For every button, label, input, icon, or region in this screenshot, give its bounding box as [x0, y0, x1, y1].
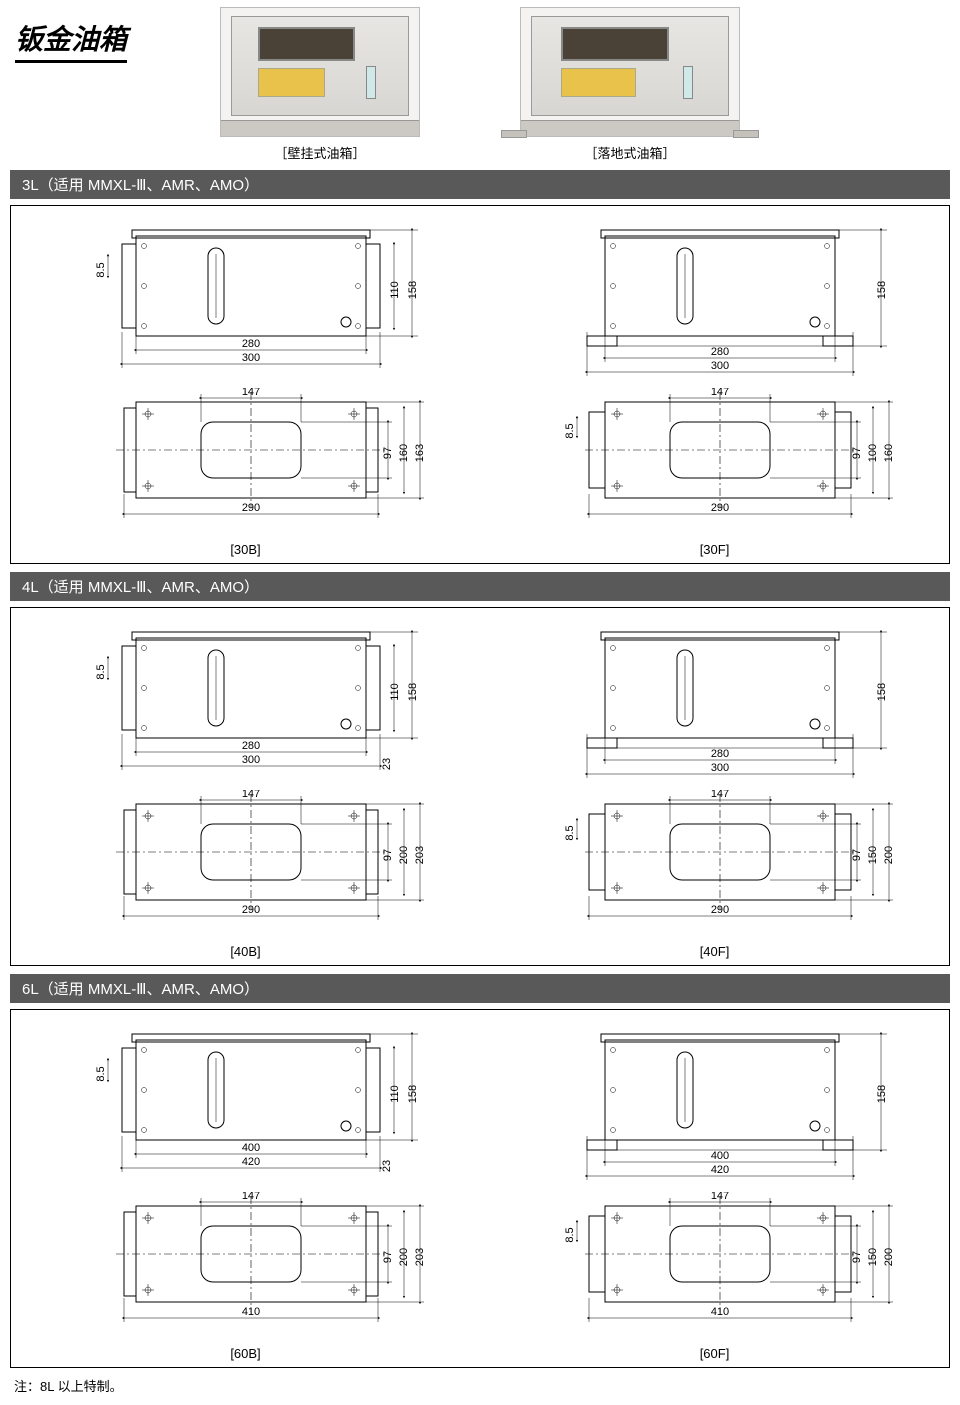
svg-text:290: 290	[241, 904, 259, 916]
diagram-frame-1: 8.5 110 158 280 300 23 147 97 200 203 290 [40B] 158 2…	[10, 607, 950, 966]
svg-text:300: 300	[710, 762, 728, 774]
svg-text:280: 280	[241, 740, 259, 752]
svg-text:160: 160	[883, 444, 895, 462]
svg-text:420: 420	[710, 1164, 728, 1176]
svg-text:8.5: 8.5	[95, 664, 107, 679]
svg-text:200: 200	[883, 1248, 895, 1266]
svg-text:100: 100	[867, 444, 879, 462]
svg-text:300: 300	[241, 754, 259, 766]
svg-text:23: 23	[381, 1160, 393, 1172]
svg-text:147: 147	[710, 1192, 728, 1202]
svg-text:158: 158	[407, 1085, 419, 1103]
svg-text:200: 200	[398, 1248, 410, 1266]
svg-text:163: 163	[414, 444, 426, 462]
diagram-cell-right-1: 158 280 300 8.5 147 97 150 200 290 [40F]	[490, 620, 939, 959]
svg-text:8.5: 8.5	[564, 423, 576, 438]
svg-text:280: 280	[710, 748, 728, 760]
photo-floor-mount: ［落地式油箱］	[520, 7, 740, 162]
svg-text:410: 410	[241, 1306, 259, 1318]
page-title: 钣金油箱	[15, 18, 127, 63]
svg-text:200: 200	[398, 846, 410, 864]
svg-text:110: 110	[389, 281, 401, 299]
svg-text:8.5: 8.5	[564, 825, 576, 840]
svg-text:400: 400	[710, 1150, 728, 1162]
svg-text:8.5: 8.5	[564, 1227, 576, 1242]
svg-text:97: 97	[851, 849, 863, 861]
svg-text:300: 300	[241, 352, 259, 364]
section-bar-2: 6L（适用 MMXL-Ⅲ、AMR、AMO）	[10, 974, 950, 1003]
svg-text:160: 160	[398, 444, 410, 462]
svg-text:203: 203	[414, 1248, 426, 1266]
diagram-cell-left-2: 8.5 110 158 400 420 23 147 97 200 203 410 [60B]	[21, 1022, 470, 1361]
svg-text:97: 97	[851, 447, 863, 459]
svg-text:280: 280	[241, 338, 259, 350]
svg-text:150: 150	[867, 846, 879, 864]
svg-text:110: 110	[389, 1085, 401, 1103]
photo-caption-floor: ［落地式油箱］	[520, 143, 740, 162]
model-label-right-1: [40F]	[700, 944, 730, 959]
svg-text:203: 203	[414, 846, 426, 864]
svg-text:150: 150	[867, 1248, 879, 1266]
photo-wall-mount: ［壁挂式油箱］	[220, 7, 420, 162]
svg-text:200: 200	[883, 846, 895, 864]
diagram-cell-right-2: 158 400 420 8.5 147 97 150 200 410 [60F]	[490, 1022, 939, 1361]
svg-text:280: 280	[710, 346, 728, 358]
svg-text:97: 97	[851, 1251, 863, 1263]
model-label-right-2: [60F]	[700, 1346, 730, 1361]
svg-text:290: 290	[241, 502, 259, 514]
product-photos: ［壁挂式油箱］ ［落地式油箱］	[0, 7, 960, 162]
svg-text:147: 147	[710, 388, 728, 398]
svg-text:147: 147	[241, 1192, 259, 1202]
svg-text:110: 110	[389, 683, 401, 701]
model-label-left-0: [30B]	[230, 542, 260, 557]
diagram-cell-right-0: 158 280 300 8.5 147 97 100 160 290 [30F]	[490, 218, 939, 557]
svg-text:23: 23	[381, 758, 393, 770]
diagram-frame-0: 8.5 110 158 280 300 147 97 160 163 290 [30B] 158 280…	[10, 205, 950, 564]
footnote: 注：8L 以上特制。	[14, 1376, 960, 1395]
svg-text:97: 97	[382, 1251, 394, 1263]
section-bar-0: 3L（适用 MMXL-Ⅲ、AMR、AMO）	[10, 170, 950, 199]
svg-text:147: 147	[241, 790, 259, 800]
model-label-left-2: [60B]	[230, 1346, 260, 1361]
svg-text:158: 158	[876, 1085, 888, 1103]
svg-text:147: 147	[710, 790, 728, 800]
diagram-cell-left-1: 8.5 110 158 280 300 23 147 97 200 203 290 [40B]	[21, 620, 470, 959]
photo-caption-wall: ［壁挂式油箱］	[220, 143, 420, 162]
svg-text:290: 290	[710, 904, 728, 916]
svg-text:290: 290	[710, 502, 728, 514]
svg-text:147: 147	[241, 388, 259, 398]
model-label-right-0: [30F]	[700, 542, 730, 557]
svg-text:97: 97	[382, 447, 394, 459]
svg-text:410: 410	[710, 1306, 728, 1318]
model-label-left-1: [40B]	[230, 944, 260, 959]
svg-text:158: 158	[876, 683, 888, 701]
diagram-cell-left-0: 8.5 110 158 280 300 147 97 160 163 290 [30B]	[21, 218, 470, 557]
svg-text:400: 400	[241, 1142, 259, 1154]
svg-text:158: 158	[407, 281, 419, 299]
svg-text:300: 300	[710, 360, 728, 372]
svg-text:158: 158	[407, 683, 419, 701]
svg-text:420: 420	[241, 1156, 259, 1168]
svg-text:97: 97	[382, 849, 394, 861]
diagram-frame-2: 8.5 110 158 400 420 23 147 97 200 203 410 [60B] 158 4…	[10, 1009, 950, 1368]
svg-text:158: 158	[876, 281, 888, 299]
svg-text:8.5: 8.5	[95, 1066, 107, 1081]
section-bar-1: 4L（适用 MMXL-Ⅲ、AMR、AMO）	[10, 572, 950, 601]
svg-text:8.5: 8.5	[95, 262, 107, 277]
